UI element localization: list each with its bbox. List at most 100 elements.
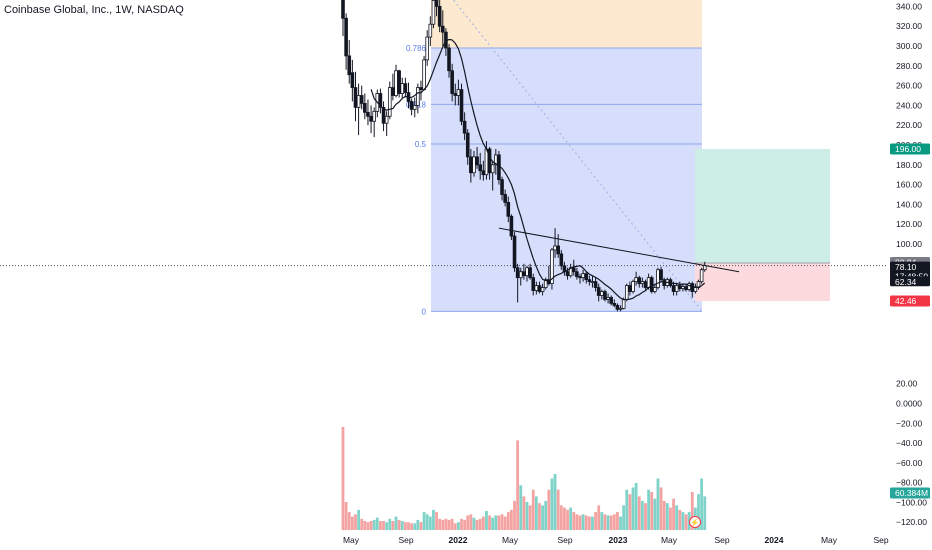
fib-zone-top [431, 0, 702, 48]
candle-body [690, 283, 695, 292]
event-flash-icon-glyph: ⚡ [690, 518, 699, 527]
chart-title[interactable]: Coinbase Global, Inc., 1W, NASDAQ [4, 4, 184, 16]
candle-body [643, 281, 648, 288]
volume-bar [475, 519, 479, 530]
candle-body [434, 0, 439, 7]
volume-bar [413, 523, 417, 530]
volume-axis-tick: −20.00 [896, 418, 923, 428]
candle-body [531, 277, 536, 291]
volume-bar [357, 509, 360, 530]
price-axis-tick: 320.00 [896, 21, 922, 31]
candle-body [363, 103, 367, 113]
candle-body [699, 269, 704, 283]
candle-body [621, 299, 626, 309]
candle-body [534, 285, 539, 291]
candle-body [341, 0, 345, 19]
volume-bars [341, 426, 707, 530]
volume-bar [538, 503, 541, 530]
volume-bar [391, 521, 395, 530]
volume-bar [354, 514, 357, 530]
volume-bar [347, 512, 351, 530]
candle-body [593, 281, 598, 288]
candle-body [453, 93, 458, 96]
volume-bar [584, 515, 588, 530]
volume-bar [703, 496, 707, 530]
volume-bar [500, 514, 504, 530]
price-axis-tick: 180.00 [896, 160, 922, 170]
volume-bar [644, 503, 647, 530]
volume-bar [388, 518, 392, 530]
candle-body [537, 285, 542, 292]
candle-body [571, 267, 576, 273]
volume-bar [541, 505, 544, 530]
volume-bar [432, 509, 435, 530]
volume-bar [397, 519, 401, 530]
last-price-badge-text: 78.10 [895, 262, 917, 272]
candle-body [634, 277, 638, 283]
volume-bar [569, 507, 573, 530]
candle-body [394, 70, 398, 96]
stop-price-badge [890, 295, 930, 307]
candle-body [640, 281, 645, 284]
volume-bar [522, 496, 526, 530]
candle-body [472, 156, 476, 174]
volume-bar [572, 512, 576, 530]
volume-bar [513, 500, 516, 530]
price-axis-tick: 160.00 [896, 180, 922, 190]
volume-bar [528, 505, 532, 530]
candle-body [366, 111, 370, 117]
volume-bar [375, 517, 379, 530]
candle-body [681, 286, 685, 289]
volume-bar [531, 489, 535, 530]
candle-body [462, 120, 467, 134]
volume-bar [640, 500, 644, 530]
candle-body [587, 279, 592, 283]
volume-bar [678, 509, 682, 530]
volume-bar [372, 519, 376, 530]
volume-bar [547, 489, 551, 530]
volume-bar [669, 507, 672, 530]
target-price-badge-text: 196.00 [895, 144, 921, 154]
candle-body [624, 285, 629, 300]
volume-bar [609, 515, 613, 530]
volume-badge-text: 60.384M [895, 488, 928, 498]
volume-bar [425, 514, 429, 530]
candle-body [615, 304, 620, 310]
volume-axis-tick: −60.00 [896, 458, 923, 468]
volume-bar [581, 514, 585, 530]
volume-bar [453, 523, 457, 530]
volume-bar [497, 515, 501, 530]
fib-level-label: 0.5 [415, 140, 427, 149]
volume-bar [438, 518, 442, 530]
fib-level-label: 0 [422, 307, 427, 316]
volume-bar [563, 507, 566, 530]
volume-bar [606, 515, 610, 530]
volume-bar [509, 509, 513, 530]
candle-body [684, 286, 688, 290]
candle-body [387, 87, 392, 117]
volume-bar [575, 514, 579, 530]
volume-bar [665, 503, 669, 530]
candle-body [702, 265, 707, 271]
stop-price-badge-text: 42.46 [895, 296, 917, 306]
candle-body [450, 70, 454, 94]
volume-bar [559, 505, 563, 530]
candle-body [456, 89, 461, 96]
fib-trend-dashed [452, 0, 703, 312]
volume-bar [700, 478, 704, 530]
time-axis-label: 2024 [765, 535, 784, 545]
time-axis-label: May [343, 535, 360, 545]
volume-bar [450, 518, 454, 530]
candle-body [674, 285, 679, 292]
volume-bar [566, 509, 569, 530]
volume-bar [637, 496, 641, 530]
volume-bar [612, 514, 616, 530]
trendline [498, 227, 740, 273]
candle-body [409, 101, 414, 110]
candle-body [575, 271, 579, 278]
candle-body [656, 269, 660, 288]
candle-body [653, 287, 657, 292]
volume-bar [516, 440, 520, 530]
candle-body [503, 194, 507, 203]
